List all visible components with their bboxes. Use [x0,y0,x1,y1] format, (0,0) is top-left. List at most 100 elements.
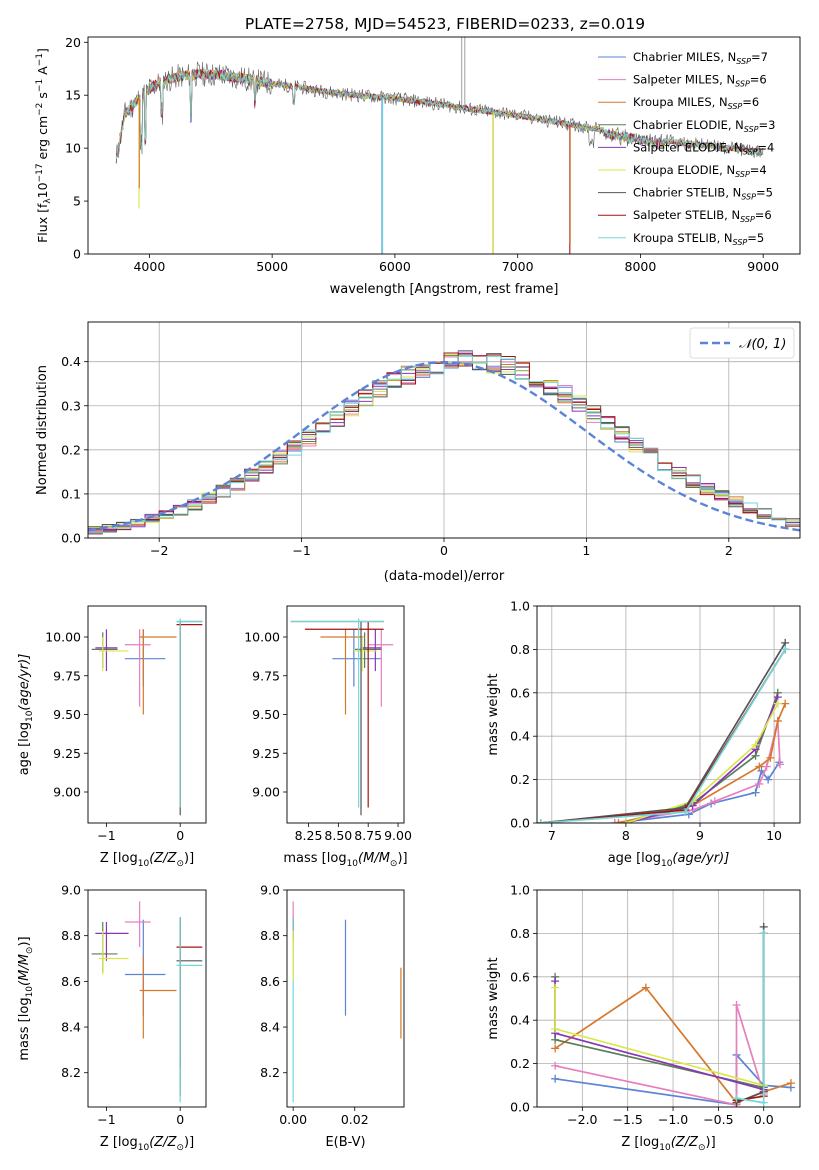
x-tick-label: −1.0 [658,1112,688,1127]
y-axis-label: Normed distribution [35,365,50,495]
label-part: )] [17,936,32,946]
massweight-line [625,703,779,823]
label-part: =4 [757,140,774,154]
y-tick-label: 0.8 [510,926,530,941]
y-tick-label: 9.00 [252,785,280,800]
label-part: age [log [608,851,661,866]
massweight-marker [755,762,764,771]
massweight-line [540,642,786,823]
label-part: mass [log [283,851,346,866]
y-tick-label: 1.0 [510,883,530,898]
y-tick-label: 0.2 [510,1056,530,1071]
x-tick-label: 4000 [133,259,165,274]
y-tick-label: 8.8 [260,928,280,943]
spectrum-lines [115,37,764,254]
y-tick-label: 0.2 [61,442,81,457]
massweight-line [554,976,764,1089]
massweight-marker [751,788,760,797]
label-part: Chabrier MILES, N [633,50,736,64]
massweight-marker [551,1024,560,1033]
massweight-marker [610,819,619,823]
massweight-marker [762,762,771,771]
y-tick-label: 9.00 [53,785,81,800]
massweight-marker [732,1094,741,1103]
x-tick-label: 6000 [379,259,411,274]
label-part: Z [log [100,851,138,866]
label-part: =5 [747,231,764,245]
x-axis-label: Z [log10(Z/Z⊙)] [100,851,194,869]
label-part: (Z/Z [671,1135,699,1150]
massweight-line [618,703,786,823]
x-tick-label: 8 [622,828,630,843]
massweight-marker [551,983,560,992]
massweight-marker [537,819,545,823]
y-tick-label: 0.0 [510,1100,530,1115]
mass-vs-ebv-axes: 0.00 0.02 8.2 8.4 8.6 8.8 9.0 E(B-V) [260,883,369,1151]
label-part: ] [35,48,50,53]
y-tick-label: 9.75 [53,668,81,683]
label-part: ⊙ [25,947,35,955]
massweight-marker [755,779,764,788]
x-tick-label: 0.0 [754,1112,774,1127]
label-part: Kroupa MILES, N [633,95,728,109]
label-part: SSP [735,170,750,179]
spectrum-frame [87,36,801,255]
label-part: SSP [744,125,759,134]
y-tick-label: 5 [73,194,81,209]
label-part: Salpeter ELODIE, N [633,140,743,154]
massweight-marker [551,1044,560,1053]
massweight-line [554,1004,765,1106]
legend-label: Chabrier STELIB, NSSP=5 [633,186,773,202]
mass-vs-z-frame [87,889,207,1108]
mass-vs-z-errorbars [91,901,203,1103]
x-tick-label: 8.50 [324,828,352,843]
y-tick-label: 9.25 [53,746,81,761]
x-tick-label: −0.5 [703,1112,733,1127]
gaussian-curve [88,360,800,532]
label-part: 10 [138,1143,150,1153]
histogram-step [88,352,800,535]
label-part: (M/M [358,851,390,866]
y-tick-label: 10 [65,141,81,156]
massweight-marker [751,740,760,749]
legend-label: Salpeter STELIB, NSSP=6 [633,208,772,224]
y-tick-label: 0.3 [61,398,81,413]
spectrum-line [115,69,764,160]
y-tick-label: 0.4 [510,1013,530,1028]
massweight-marker [773,699,782,708]
label-part: 10 [347,859,359,869]
y-axis-label: age [log10(age/yr)] [17,654,35,776]
x-tick-label: 0 [440,543,448,558]
mass-vs-ebv-frame [286,889,405,1108]
y-tick-label: 9.0 [260,883,280,898]
massweight-line [625,696,779,823]
x-tick-label: −1 [292,543,310,558]
massweight-vs-z-axes: −2.0 −1.5 −1.0 −0.5 0.0 0.0 0.2 0.4 0.6 0.8 1.0 Z [… [486,883,800,1153]
legend-label: Kroupa STELIB, NSSP=5 [633,231,764,247]
x-tick-label: −2 [150,543,168,558]
y-axis-label: Flux [fλ10−17 erg cm−2 s−1 A−1] [35,48,53,243]
y-tick-label: 0.4 [510,729,530,744]
x-tick-label: 8.75 [354,828,382,843]
x-axis-label: wavelength [Angstrom, rest frame] [330,282,559,297]
x-axis-label: Z [log10(Z/Z⊙)] [100,1135,194,1153]
x-tick-label: 9 [696,828,704,843]
label-part: age [log [17,722,32,775]
x-axis-label: mass [log10(M/M⊙)] [283,851,407,869]
massweight-marker [614,819,623,823]
spectrum-axes: 4000 5000 6000 7000 8000 9000 0 5 10 15 20 waveleng… [35,35,779,297]
y-tick-label: 0 [73,247,81,262]
massweight-marker [786,1079,795,1088]
label-part: Salpeter MILES, N [633,73,735,87]
residuals-axes: −2 −1 0 1 2 0.0 0.1 0.2 0.3 0.4 (data-model)/error… [35,322,800,584]
legend-box [689,327,795,359]
label-part: =6 [742,95,759,109]
age-vs-z-frame [87,605,207,824]
x-axis-label: (data-model)/error [384,569,505,584]
label-part: s [35,92,50,103]
x-tick-label: 0.02 [341,1112,369,1127]
age-vs-mass-errorbars [290,618,394,816]
massweight-marker [710,797,719,806]
y-tick-label: 0.4 [61,354,81,369]
